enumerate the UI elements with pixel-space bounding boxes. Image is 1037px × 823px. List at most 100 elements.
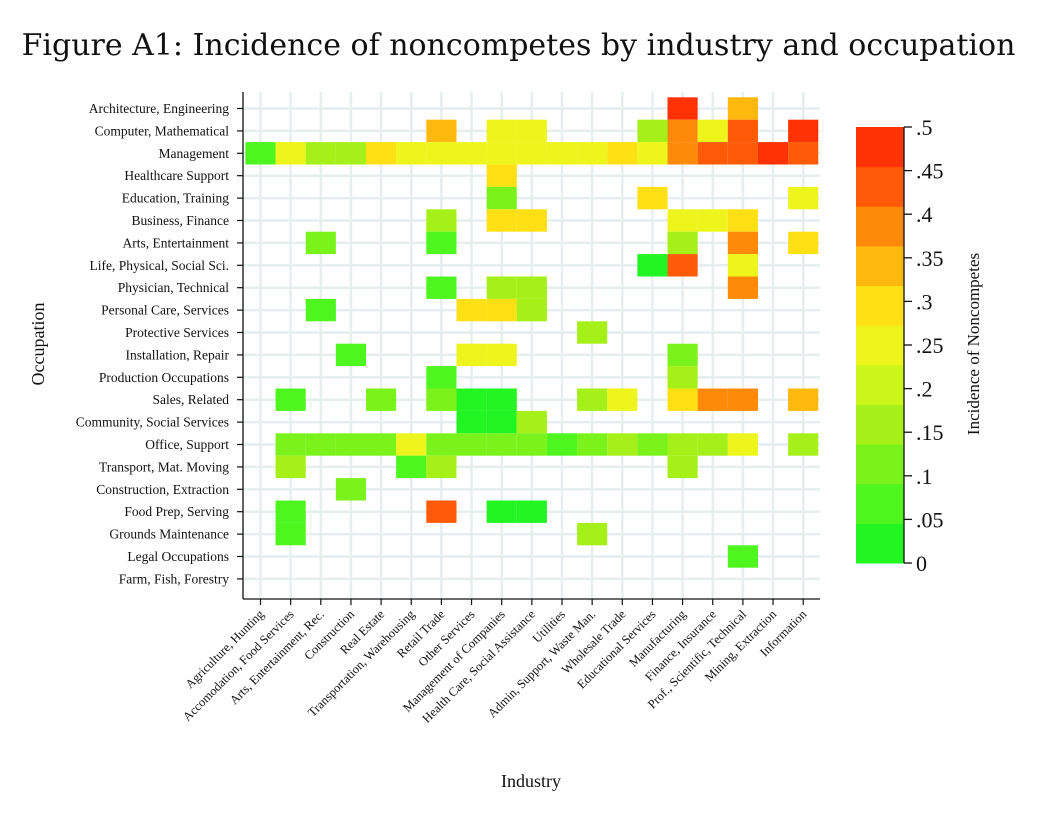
heatmap-cell — [667, 209, 698, 232]
heatmap-cell — [516, 298, 547, 322]
colorbar-segment — [856, 404, 904, 445]
heatmap-cell — [275, 142, 306, 165]
heatmap-cell — [516, 276, 547, 299]
heatmap-cell — [727, 231, 758, 255]
heatmap-cell — [486, 276, 517, 299]
y-tick-label: Healthcare Support — [124, 168, 229, 183]
y-tick-label: Community, Social Services — [76, 415, 229, 430]
heatmap-cell — [396, 455, 427, 479]
heatmap-cell — [486, 410, 517, 434]
heatmap-cell — [727, 388, 758, 411]
heatmap-cell — [486, 209, 517, 232]
heatmap-cell — [366, 388, 397, 411]
colorbar-tick-label: .15 — [916, 420, 944, 445]
heatmap-cell — [486, 500, 517, 523]
heatmap-cell — [697, 142, 728, 165]
y-tick-label: Production Occupations — [99, 370, 229, 385]
y-tick-label: Food Prep, Serving — [124, 504, 229, 519]
heatmap-cell — [727, 209, 758, 232]
heatmap-cell — [426, 142, 457, 165]
heatmap-cell — [546, 433, 578, 456]
heatmap-cell — [486, 186, 517, 210]
colorbar-segment — [856, 483, 904, 524]
colorbar-segment — [856, 364, 904, 405]
heatmap-cell — [516, 209, 547, 232]
heatmap-cell — [577, 321, 608, 344]
y-tick-label: Architecture, Engineering — [89, 101, 229, 116]
heatmap-cell — [697, 119, 728, 143]
y-tick-label: Office, Support — [145, 437, 229, 452]
heatmap-cell — [275, 500, 306, 523]
heatmap-cell — [486, 433, 517, 456]
heatmap-cell — [516, 410, 547, 434]
heatmap-cell — [577, 522, 608, 546]
heatmap-cell — [486, 142, 517, 165]
heatmap-cell — [727, 119, 758, 143]
heatmap-cell — [697, 388, 728, 411]
colorbar: .5 .45 .4 .35 .3 .25 .2 .15 .1 .05 0 — [856, 115, 944, 576]
heatmap-cell — [788, 231, 819, 255]
heatmap-cell — [637, 119, 668, 143]
heatmap-cell — [396, 142, 427, 165]
colorbar-tick-label: 0 — [916, 551, 927, 576]
y-tick-label: Grounds Maintenance — [109, 527, 229, 542]
heatmap-cell — [607, 388, 638, 411]
colorbar-tick-label: .2 — [916, 377, 933, 402]
heatmap-cell — [637, 433, 668, 456]
colorbar-tick-label: .45 — [916, 159, 944, 184]
heatmap-cell — [486, 119, 517, 143]
heatmap-cell — [426, 388, 457, 411]
heatmap-cell — [516, 433, 547, 456]
heatmap-cell — [667, 119, 698, 143]
heatmap-cell — [727, 142, 758, 165]
colorbar-segment — [856, 285, 904, 326]
heatmap-cell — [426, 231, 457, 255]
colorbar-segment — [856, 245, 904, 287]
heatmap-cell — [788, 388, 819, 411]
heatmap-cell — [275, 455, 306, 479]
colorbar-segment — [856, 523, 904, 564]
heatmap-cell — [305, 298, 336, 322]
colorbar-tick-label: .05 — [916, 507, 944, 532]
y-tick-label: Management — [159, 146, 230, 161]
y-tick-label: Life, Physical, Social Sci. — [90, 258, 229, 273]
colorbar-tick-label: .4 — [916, 202, 933, 227]
colorbar-tick-label: .35 — [916, 246, 944, 271]
heatmap-cell — [426, 209, 457, 232]
y-axis-label: Occupation — [28, 303, 48, 386]
heatmap-cell — [788, 186, 819, 210]
heatmap-cell — [426, 366, 457, 389]
heatmap-cell — [426, 433, 457, 456]
colorbar-tick-label: .1 — [916, 464, 933, 489]
heatmap-cell — [727, 433, 758, 456]
heatmap-cell — [456, 142, 487, 165]
heatmap-cell — [637, 186, 668, 210]
colorbar-tick-label: .3 — [916, 289, 933, 314]
y-tick-label: Transport, Mat. Moving — [99, 459, 229, 474]
heatmap-cell — [667, 343, 698, 367]
heatmap-cell — [546, 142, 578, 165]
heatmap-cell — [275, 388, 306, 411]
heatmap-cell — [486, 164, 517, 187]
y-tick-label: Protective Services — [125, 325, 229, 340]
heatmap-cell — [516, 119, 547, 143]
heatmap-cell — [275, 433, 306, 456]
y-tick-label: Installation, Repair — [126, 347, 230, 362]
heatmap-cell — [516, 142, 547, 165]
heatmap-cell — [456, 410, 487, 434]
y-tick-label: Personal Care, Services — [101, 303, 229, 318]
heatmap-cell — [335, 433, 367, 456]
heatmap-cell — [667, 388, 698, 411]
y-tick-label: Construction, Extraction — [96, 482, 229, 497]
heatmap-cell — [456, 343, 487, 367]
heatmap-cell — [366, 433, 397, 456]
heatmap-cell — [667, 433, 698, 456]
heatmap-cell — [788, 433, 819, 456]
heatmap-cell — [486, 388, 517, 411]
colorbar-label: Incidence of Noncompetes — [964, 253, 983, 435]
heatmap-cell — [637, 254, 668, 277]
grid-lines — [243, 92, 820, 599]
heatmap-cell — [335, 478, 367, 501]
heatmap-cell — [727, 97, 758, 120]
